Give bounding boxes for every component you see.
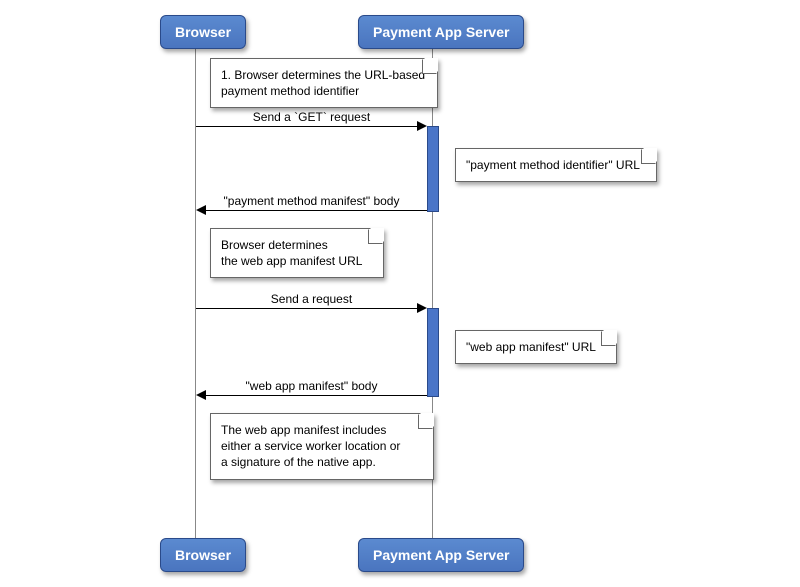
participant-server-bottom: Payment App Server xyxy=(358,538,524,572)
note-text: 1. Browser determines the URL-basedpayme… xyxy=(221,68,425,98)
message-label-4: "web app manifest" body xyxy=(196,379,427,393)
note-2: "payment method identifier" URL xyxy=(455,148,657,182)
message-arrow-3 xyxy=(196,308,417,309)
activation-2 xyxy=(427,308,439,397)
note-text: "payment method identifier" URL xyxy=(466,158,640,172)
message-label-1: Send a `GET` request xyxy=(196,110,427,124)
message-label-3: Send a request xyxy=(196,292,427,306)
participant-browser-bottom: Browser xyxy=(160,538,246,572)
note-text: The web app manifest includeseither a se… xyxy=(221,423,400,469)
message-arrow-4 xyxy=(206,395,427,396)
participant-label: Payment App Server xyxy=(373,547,509,563)
activation-1 xyxy=(427,126,439,212)
note-text: Browser determinesthe web app manifest U… xyxy=(221,238,362,268)
note-3: Browser determinesthe web app manifest U… xyxy=(210,228,384,278)
note-4: "web app manifest" URL xyxy=(455,330,617,364)
note-5: The web app manifest includeseither a se… xyxy=(210,413,434,480)
participant-browser-top: Browser xyxy=(160,15,246,49)
note-1: 1. Browser determines the URL-basedpayme… xyxy=(210,58,438,108)
participant-label: Payment App Server xyxy=(373,24,509,40)
message-arrow-2 xyxy=(206,210,427,211)
participant-label: Browser xyxy=(175,24,231,40)
message-label-2: "payment method manifest" body xyxy=(196,194,427,208)
note-text: "web app manifest" URL xyxy=(466,340,596,354)
message-arrow-1 xyxy=(196,126,417,127)
participant-label: Browser xyxy=(175,547,231,563)
participant-server-top: Payment App Server xyxy=(358,15,524,49)
